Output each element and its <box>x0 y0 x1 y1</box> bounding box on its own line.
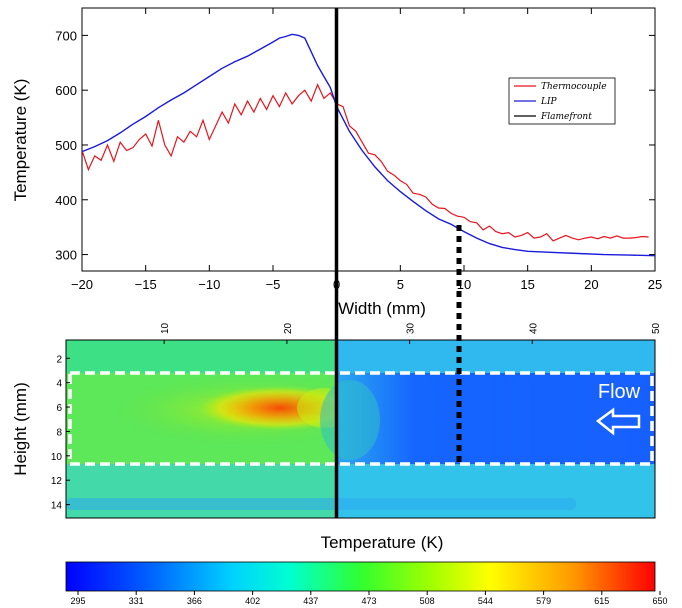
heatmap-transition <box>320 380 380 460</box>
heatmap-x-tick-label: 20 <box>283 322 294 334</box>
y-axis-label: Temperature (K) <box>11 79 30 202</box>
x-tick-label: 15 <box>520 277 534 292</box>
y-tick-label: 300 <box>55 248 77 263</box>
thermocouple-series-line <box>82 83 649 242</box>
lip-series-line <box>82 33 655 257</box>
heatmap-x-tick-label: 50 <box>651 322 662 334</box>
heatmap-y-tick-label: 12 <box>51 476 63 487</box>
colorbar: 295 331 366 402 437 473 508 544 579 615 650 <box>65 561 668 606</box>
legend-label-lip: LIP <box>540 97 558 107</box>
x-tick-label: 25 <box>648 277 662 292</box>
heatmap-wall-layer <box>66 498 576 510</box>
colorbar-tick-label: 508 <box>420 596 435 606</box>
flow-region-box <box>68 371 654 466</box>
x-tick-label: 20 <box>584 277 598 292</box>
x-tick-label: −15 <box>135 277 157 292</box>
heatmap-y-tick-label: 10 <box>51 452 63 463</box>
colorbar-tick-label: 402 <box>245 596 260 606</box>
heatmap-y-tick-label: 2 <box>56 354 62 365</box>
heatmap-x-tick-label: 10 <box>160 322 171 334</box>
x-tick-label: −10 <box>198 277 220 292</box>
y-tick-label: 700 <box>55 28 77 43</box>
y-tick-label: 400 <box>55 193 77 208</box>
heatmap-frame <box>65 339 656 519</box>
y-tick-label: 500 <box>55 138 77 153</box>
colorbar-tick-label: 650 <box>652 596 667 606</box>
line-chart: −20−15−10−50510152025300400500600700 The… <box>11 7 662 318</box>
colorbar-tick-label: 437 <box>303 596 318 606</box>
colorbar-tick-label: 331 <box>129 596 144 606</box>
colorbar-tick-label: 544 <box>478 596 493 606</box>
x-axis-label: Width (mm) <box>338 299 426 318</box>
y-tick-label: 600 <box>55 83 77 98</box>
colorbar-tick-label: 366 <box>187 596 202 606</box>
heatmap-y-tick-label: 8 <box>56 427 62 438</box>
x-tick-label: −20 <box>71 277 93 292</box>
heatmap: Flow 10 20 30 40 50 2 4 6 8 10 12 14 Height (mm) Te… <box>11 322 662 552</box>
heatmap-x-tick-label: 40 <box>528 322 539 334</box>
heatmap-y-tick-label: 6 <box>56 403 62 414</box>
plot-area <box>81 7 656 272</box>
heatmap-y-tick-label: 4 <box>56 379 62 390</box>
colorbar-ticks: 295 331 366 402 437 473 508 544 579 615 650 <box>70 591 668 606</box>
x-tick-label: −5 <box>266 277 281 292</box>
flow-arrow-icon <box>595 407 641 436</box>
heatmap-top-band-right <box>336 340 655 373</box>
flow-label: Flow <box>598 381 641 403</box>
legend-label-flamefront: Flamefront <box>540 112 592 122</box>
colorbar-tick-label: 473 <box>361 596 376 606</box>
heatmap-ticks: 10 20 30 40 50 2 4 6 8 10 12 14 <box>51 322 662 511</box>
legend-label-thermocouple: Thermocouple <box>541 82 607 92</box>
colorbar-tick-label: 295 <box>70 596 85 606</box>
colorbar-tick-label: 579 <box>536 596 551 606</box>
colorbar-label: Temperature (K) <box>321 533 444 552</box>
heatmap-top-band-left <box>66 340 336 373</box>
heatmap-y-tick-label: 14 <box>51 501 63 512</box>
colorbar-gradient <box>65 561 656 592</box>
heatmap-x-tick-label: 30 <box>406 322 417 334</box>
legend: Thermocouple LIP Flamefront <box>508 77 616 125</box>
colorbar-tick-label: 615 <box>594 596 609 606</box>
top-chart-ticks: −20−15−10−50510152025300400500600700 <box>55 8 662 292</box>
heatmap-y-axis-label: Height (mm) <box>11 382 30 476</box>
x-tick-label: 5 <box>397 277 404 292</box>
